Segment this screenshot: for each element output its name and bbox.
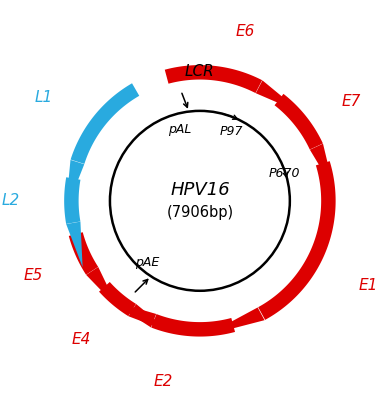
Polygon shape [86, 267, 118, 308]
Text: E7: E7 [342, 94, 361, 109]
Polygon shape [258, 161, 336, 320]
Polygon shape [69, 232, 98, 275]
Polygon shape [99, 282, 136, 316]
Text: HPV16: HPV16 [170, 180, 230, 198]
Text: LCR: LCR [185, 64, 215, 79]
Text: P670: P670 [268, 167, 300, 180]
Polygon shape [70, 83, 139, 164]
Text: E6: E6 [236, 24, 255, 39]
Text: pAL: pAL [168, 123, 191, 136]
Text: pAE: pAE [135, 256, 160, 269]
Polygon shape [66, 160, 84, 211]
Text: P97: P97 [220, 125, 243, 138]
Text: E2: E2 [154, 374, 173, 389]
Text: L1: L1 [34, 90, 53, 105]
Polygon shape [206, 308, 265, 336]
Text: (7906bp): (7906bp) [166, 204, 233, 220]
Polygon shape [275, 94, 323, 150]
Text: E4: E4 [72, 332, 91, 347]
Polygon shape [64, 177, 81, 224]
Text: E1: E1 [359, 278, 378, 293]
Polygon shape [66, 222, 82, 267]
Polygon shape [109, 300, 156, 328]
Polygon shape [310, 144, 334, 190]
Text: E5: E5 [23, 268, 43, 283]
Text: L2: L2 [2, 193, 20, 208]
Polygon shape [165, 65, 262, 93]
Polygon shape [128, 304, 171, 332]
Polygon shape [256, 80, 302, 113]
Polygon shape [151, 314, 235, 336]
